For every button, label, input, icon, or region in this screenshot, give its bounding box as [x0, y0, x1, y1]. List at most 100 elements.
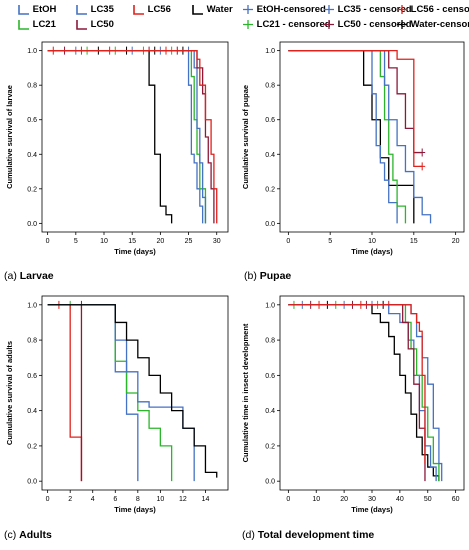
y-tick-label: 0.8 [265, 83, 275, 90]
y-tick-label: 1.0 [27, 302, 37, 309]
legend-cross-icon [397, 5, 407, 14]
legend-label: Water [204, 4, 233, 16]
legend-label: LC35 [88, 4, 114, 16]
legend-item-lc35: LC35 [76, 4, 114, 15]
series-line-water [47, 304, 218, 478]
x-tick-label: 2 [68, 496, 72, 503]
series-line-lc56 [47, 49, 218, 224]
x-tick-label: 12 [179, 496, 187, 503]
y-tick-label: 1.0 [27, 48, 37, 55]
legend-label: LC56 - censored [410, 4, 469, 16]
series-line-etoh [47, 49, 204, 224]
y-tick-label: 0.8 [27, 83, 37, 90]
series-line-water [47, 49, 173, 224]
panel-label-name: Adults [19, 529, 52, 541]
legend-cross-icon [243, 20, 253, 29]
y-tick-label: 0.4 [27, 408, 37, 415]
series-line-water [288, 49, 415, 224]
legend-label: LC21 [30, 19, 56, 31]
y-tick-label: 0.2 [27, 186, 37, 193]
panel-label-prefix: (b) [244, 270, 257, 282]
y-tick-label: 0.6 [27, 117, 37, 124]
y-axis-title: Cumulative survival of adults [5, 341, 14, 445]
legend-cross-icon [324, 20, 334, 29]
y-tick-label: 1.0 [265, 48, 275, 55]
series-line-lc56 [288, 49, 423, 168]
legend-label: EtOH [30, 4, 57, 16]
legend-cross-icon [324, 5, 334, 14]
legend: EtOH LC35 LC56 Water EtOH-censored LC35 … [0, 0, 469, 36]
panel-larvae: 0 5 10 15 20 25 30 0.0 0.2 0.4 0.6 0.8 1.0 Time (days… [0, 36, 234, 290]
y-tick-label: 0.0 [27, 479, 37, 486]
y-tick-label: 0.4 [27, 152, 37, 159]
legend-label: Water-censored [410, 19, 469, 31]
legend-label: LC50 - censored [335, 19, 412, 31]
panel-label-name: Pupae [259, 270, 292, 282]
series-line-lc21 [47, 304, 173, 482]
legend-line-icon [18, 5, 29, 15]
legend-label: LC56 [145, 4, 171, 16]
y-axis-title: Cumulative survival of pupae [241, 85, 250, 189]
panel-total-development: 0 10 20 30 40 50 60 0.0 0.2 0.4 0.6 0.8 1.0 Time (day… [236, 290, 469, 550]
y-tick-label: 0.2 [265, 186, 275, 193]
x-tick-label: 20 [156, 238, 164, 245]
x-tick-label: 5 [74, 238, 78, 245]
legend-item-water: Water [192, 4, 233, 15]
y-tick-label: 0.8 [265, 338, 275, 345]
legend-cross-icon [397, 20, 407, 29]
panel-adults: 0 2 4 6 8 10 12 14 0.0 0.2 0.4 0.6 0.8 1.0 Time (days)… [0, 290, 234, 550]
legend-line-icon [76, 5, 87, 15]
x-tick-label: 10 [156, 496, 164, 503]
x-tick-label: 8 [136, 496, 140, 503]
x-tick-label: 20 [340, 496, 348, 503]
y-tick-label: 0.2 [27, 443, 37, 450]
panel-label-pupae: (b) Pupae [244, 270, 291, 282]
legend-label: EtOH-censored [254, 4, 326, 16]
x-tick-label: 50 [424, 496, 432, 503]
legend-item-water-censored: Water-censored [396, 19, 469, 30]
y-axis-title: Cumulative survival of larvae [5, 85, 14, 189]
x-tick-label: 5 [328, 238, 332, 245]
series-line-lc56 [288, 304, 426, 464]
panel-label-prefix: (c) [4, 529, 17, 541]
series-line-lc21 [288, 49, 407, 224]
x-tick-label: 15 [410, 238, 418, 245]
x-tick-label: 30 [368, 496, 376, 503]
series-line-lc35 [47, 49, 207, 224]
panel-label-name: Larvae [19, 270, 54, 282]
y-tick-label: 1.0 [265, 302, 275, 309]
x-tick-label: 10 [100, 238, 108, 245]
legend-item-lc21: LC21 [18, 19, 56, 30]
panel-label-name: Total development time [257, 529, 375, 541]
x-tick-label: 20 [452, 238, 460, 245]
y-tick-label: 0.6 [27, 373, 37, 380]
x-axis-title: Time (days) [351, 247, 393, 256]
legend-line-icon [18, 20, 29, 30]
y-tick-label: 0.0 [265, 479, 275, 486]
chart-larvae: 0 5 10 15 20 25 30 0.0 0.2 0.4 0.6 0.8 1.0 Time (days… [5, 41, 229, 256]
y-tick-label: 0.4 [265, 408, 275, 415]
series-line-lc35 [288, 49, 432, 224]
legend-item-lc56-censored: LC56 - censored [396, 4, 469, 15]
x-tick-label: 10 [368, 238, 376, 245]
x-tick-label: 0 [286, 238, 290, 245]
x-tick-label: 25 [185, 238, 193, 245]
x-tick-label: 60 [452, 496, 460, 503]
legend-item-lc50: LC50 [76, 19, 114, 30]
y-tick-label: 0.0 [27, 221, 37, 228]
x-axis-title: Time (days) [114, 505, 156, 514]
legend-item-lc21-censored: LC21 - censored [242, 19, 331, 30]
series-censor-mark [419, 162, 426, 171]
x-axis-title: Time (days) [351, 505, 393, 514]
legend-label: LC50 [88, 19, 114, 31]
x-tick-label: 15 [128, 238, 136, 245]
legend-line-icon [192, 5, 203, 15]
chart-adults: 0 2 4 6 8 10 12 14 0.0 0.2 0.4 0.6 0.8 1.0 Time (days)… [5, 295, 229, 514]
x-tick-label: 0 [286, 496, 290, 503]
legend-label: LC21 - censored [254, 19, 331, 31]
x-tick-label: 6 [113, 496, 117, 503]
panel-label-larvae: (a) Larvae [4, 270, 54, 282]
panel-label-adults: (c) Adults [4, 529, 52, 541]
x-axis-title: Time (days) [114, 247, 156, 256]
x-tick-label: 40 [396, 496, 404, 503]
